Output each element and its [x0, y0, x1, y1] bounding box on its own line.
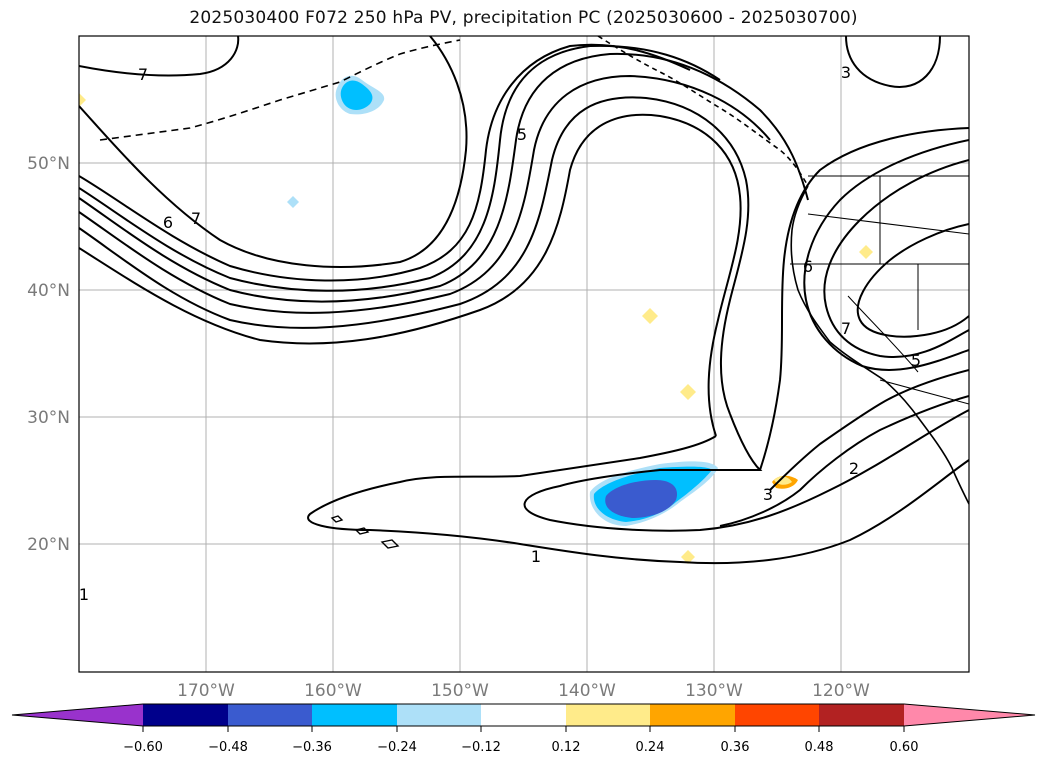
lon-label: 150°W [431, 681, 489, 701]
coastlines [99, 36, 969, 549]
colorbar-bin [650, 704, 735, 726]
colorbar-tick-label: −0.36 [292, 740, 332, 755]
aleutian-islands-coast [99, 39, 461, 141]
colorbar-tick-labels: −0.60 −0.48 −0.36 −0.24 −0.12 0.12 0.24 … [123, 740, 918, 755]
precip-dot-5 [287, 196, 299, 208]
contour-label: 6 [163, 213, 173, 232]
colorbar-bin [228, 704, 312, 726]
colorbar-tick-label: −0.24 [377, 740, 417, 755]
colorbar-tick-label: 0.12 [552, 740, 581, 755]
pv-contour-7-northeast [845, 36, 941, 88]
pv-contour-east-5 [719, 395, 969, 527]
pv-contour-low-7 [79, 113, 742, 437]
colorbar-tick-label: 0.48 [805, 740, 834, 755]
lon-label: 130°W [685, 681, 743, 701]
contour-label: 3 [763, 485, 773, 504]
colorbar-tick-label: 0.60 [890, 740, 919, 755]
colorbar-tick-label: −0.12 [461, 740, 501, 755]
colorbar-tick-label: 0.36 [721, 740, 750, 755]
lon-label: 120°W [812, 681, 870, 701]
pv-contour-low-3 [79, 44, 721, 292]
precip-dot-3 [681, 550, 695, 564]
contour-label: 2 [849, 459, 859, 478]
contour-label: 7 [138, 65, 148, 84]
precip-dot-4 [859, 245, 873, 259]
contour-label: 7 [191, 209, 201, 228]
precip-dot-1 [642, 308, 658, 324]
precip-dot-2 [680, 384, 696, 400]
pv-contour-low-5 [79, 74, 771, 314]
colorbar-bin [481, 704, 566, 726]
contour-label: 5 [911, 351, 921, 370]
colorbar-bin [312, 704, 397, 726]
pv-contour-tongue-3 [759, 127, 969, 471]
pv-contour-tongue-1 [307, 435, 969, 565]
pv-contour-low-2 [79, 43, 691, 282]
lat-label: 40°N [27, 281, 70, 301]
pv-contour-low-4 [79, 52, 809, 303]
pv-contour-low-6 [79, 96, 750, 415]
precipitation-shading [79, 75, 873, 564]
contour-label: 3 [841, 63, 851, 82]
pv-contour-tongue-2 [523, 409, 969, 532]
lat-label: 50°N [27, 154, 70, 174]
precip-patch-aleutian-core [340, 80, 373, 110]
lat-label: 20°N [27, 535, 70, 555]
lon-label: 170°W [177, 681, 235, 701]
contour-label: 6 [803, 257, 813, 276]
north-america-west-coast [790, 185, 969, 505]
contour-label: 5 [517, 125, 527, 144]
colorbar-tick-label: −0.60 [123, 740, 163, 755]
colorbar-bin [397, 704, 481, 726]
plot-area [79, 36, 969, 672]
precip-dot-6 [79, 93, 86, 107]
contour-label: 1 [79, 585, 89, 604]
contour-label: 1 [531, 547, 541, 566]
hawaii-islands [330, 515, 400, 549]
colorbar-bin [819, 704, 904, 726]
precip-patch-subtropical-core [605, 480, 678, 518]
pv-contour-low-1 [79, 36, 468, 268]
contour-label-group: 7 5 3 6 7 6 7 5 2 3 1 1 [79, 63, 921, 604]
pv-contour-7-northwest [79, 36, 240, 77]
plot-frame [78, 35, 970, 673]
colorbar: −0.60 −0.48 −0.36 −0.24 −0.12 0.12 0.24 … [11, 703, 1036, 755]
alaska-panhandle-coast [597, 36, 809, 187]
colorbar-bin [735, 704, 819, 726]
contour-label: 7 [841, 319, 851, 338]
lon-label: 140°W [558, 681, 616, 701]
colorbar-tick-label: 0.24 [636, 740, 665, 755]
pv-contour-east-1 [803, 139, 969, 371]
colorbar-bin [143, 704, 228, 726]
colorbar-bin [566, 704, 650, 726]
colorbar-ticks [142, 726, 905, 732]
pv-contour-east-2 [823, 159, 969, 358]
lat-label: 30°N [27, 408, 70, 428]
colorbar-under-triangle [12, 704, 143, 726]
pv-contours [79, 36, 969, 565]
pv-contour-east-3 [856, 223, 969, 338]
lon-label: 160°W [304, 681, 362, 701]
pv-contour-east-4 [769, 369, 969, 491]
map-title: 2025030400 F072 250 hPa PV, precipitatio… [189, 8, 858, 28]
colorbar-over-triangle [904, 704, 1035, 726]
colorbar-tick-label: −0.48 [208, 740, 248, 755]
